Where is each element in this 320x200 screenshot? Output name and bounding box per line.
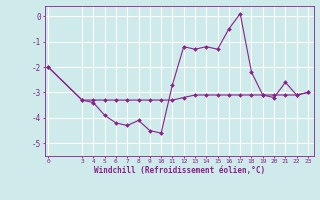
X-axis label: Windchill (Refroidissement éolien,°C): Windchill (Refroidissement éolien,°C) xyxy=(94,166,265,175)
